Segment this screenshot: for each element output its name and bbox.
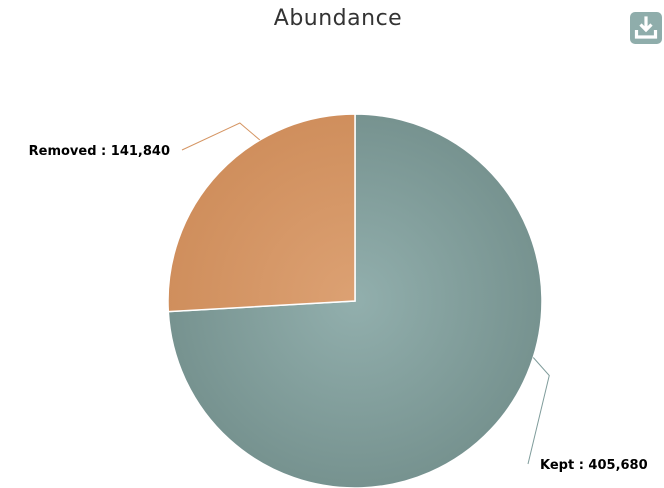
- chart-title: Abundance: [273, 6, 403, 31]
- download-button[interactable]: [630, 12, 662, 44]
- connector-kept: [527, 357, 550, 465]
- connector-removed: [181, 122, 261, 151]
- pie-slice-removed[interactable]: [167, 113, 356, 313]
- slice-label-removed: Removed : 141,840: [29, 144, 170, 159]
- download-icon: [630, 12, 662, 44]
- slice-label-kept: Kept : 405,680: [540, 458, 648, 473]
